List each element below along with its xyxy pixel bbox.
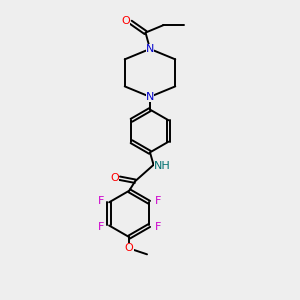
Text: O: O xyxy=(110,173,119,183)
Text: N: N xyxy=(146,44,154,54)
Text: O: O xyxy=(121,16,130,26)
Text: F: F xyxy=(98,196,104,206)
Text: F: F xyxy=(98,222,104,232)
Text: NH: NH xyxy=(154,161,171,171)
Text: F: F xyxy=(154,222,161,232)
Text: O: O xyxy=(125,243,134,254)
Text: F: F xyxy=(154,196,161,206)
Text: N: N xyxy=(146,92,154,102)
